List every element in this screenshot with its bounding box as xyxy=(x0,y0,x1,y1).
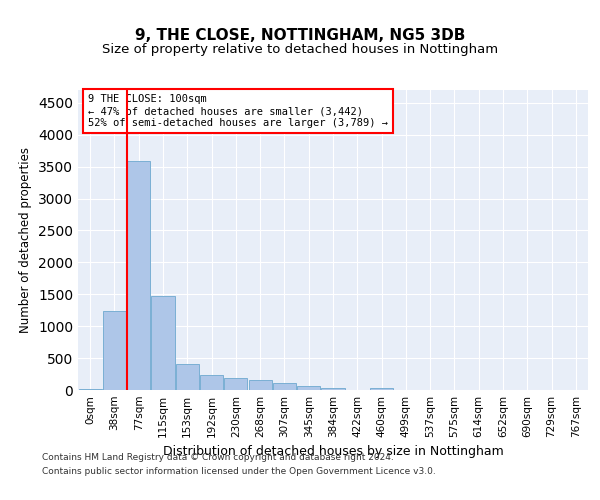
Bar xyxy=(103,312,126,390)
Text: 9 THE CLOSE: 100sqm
← 47% of detached houses are smaller (3,442)
52% of semi-det: 9 THE CLOSE: 100sqm ← 47% of detached ho… xyxy=(88,94,388,128)
Bar xyxy=(127,162,150,390)
Text: Contains public sector information licensed under the Open Government Licence v3: Contains public sector information licen… xyxy=(42,468,436,476)
Bar xyxy=(79,388,101,390)
Bar xyxy=(200,374,223,390)
X-axis label: Distribution of detached houses by size in Nottingham: Distribution of detached houses by size … xyxy=(163,446,503,458)
Bar xyxy=(151,296,175,390)
Bar xyxy=(273,383,296,390)
Bar xyxy=(322,388,344,390)
Text: Size of property relative to detached houses in Nottingham: Size of property relative to detached ho… xyxy=(102,42,498,56)
Y-axis label: Number of detached properties: Number of detached properties xyxy=(19,147,32,333)
Bar xyxy=(248,380,272,390)
Bar xyxy=(224,378,247,390)
Bar xyxy=(297,386,320,390)
Text: 9, THE CLOSE, NOTTINGHAM, NG5 3DB: 9, THE CLOSE, NOTTINGHAM, NG5 3DB xyxy=(135,28,465,42)
Bar xyxy=(176,364,199,390)
Bar xyxy=(370,388,393,390)
Text: Contains HM Land Registry data © Crown copyright and database right 2024.: Contains HM Land Registry data © Crown c… xyxy=(42,452,394,462)
